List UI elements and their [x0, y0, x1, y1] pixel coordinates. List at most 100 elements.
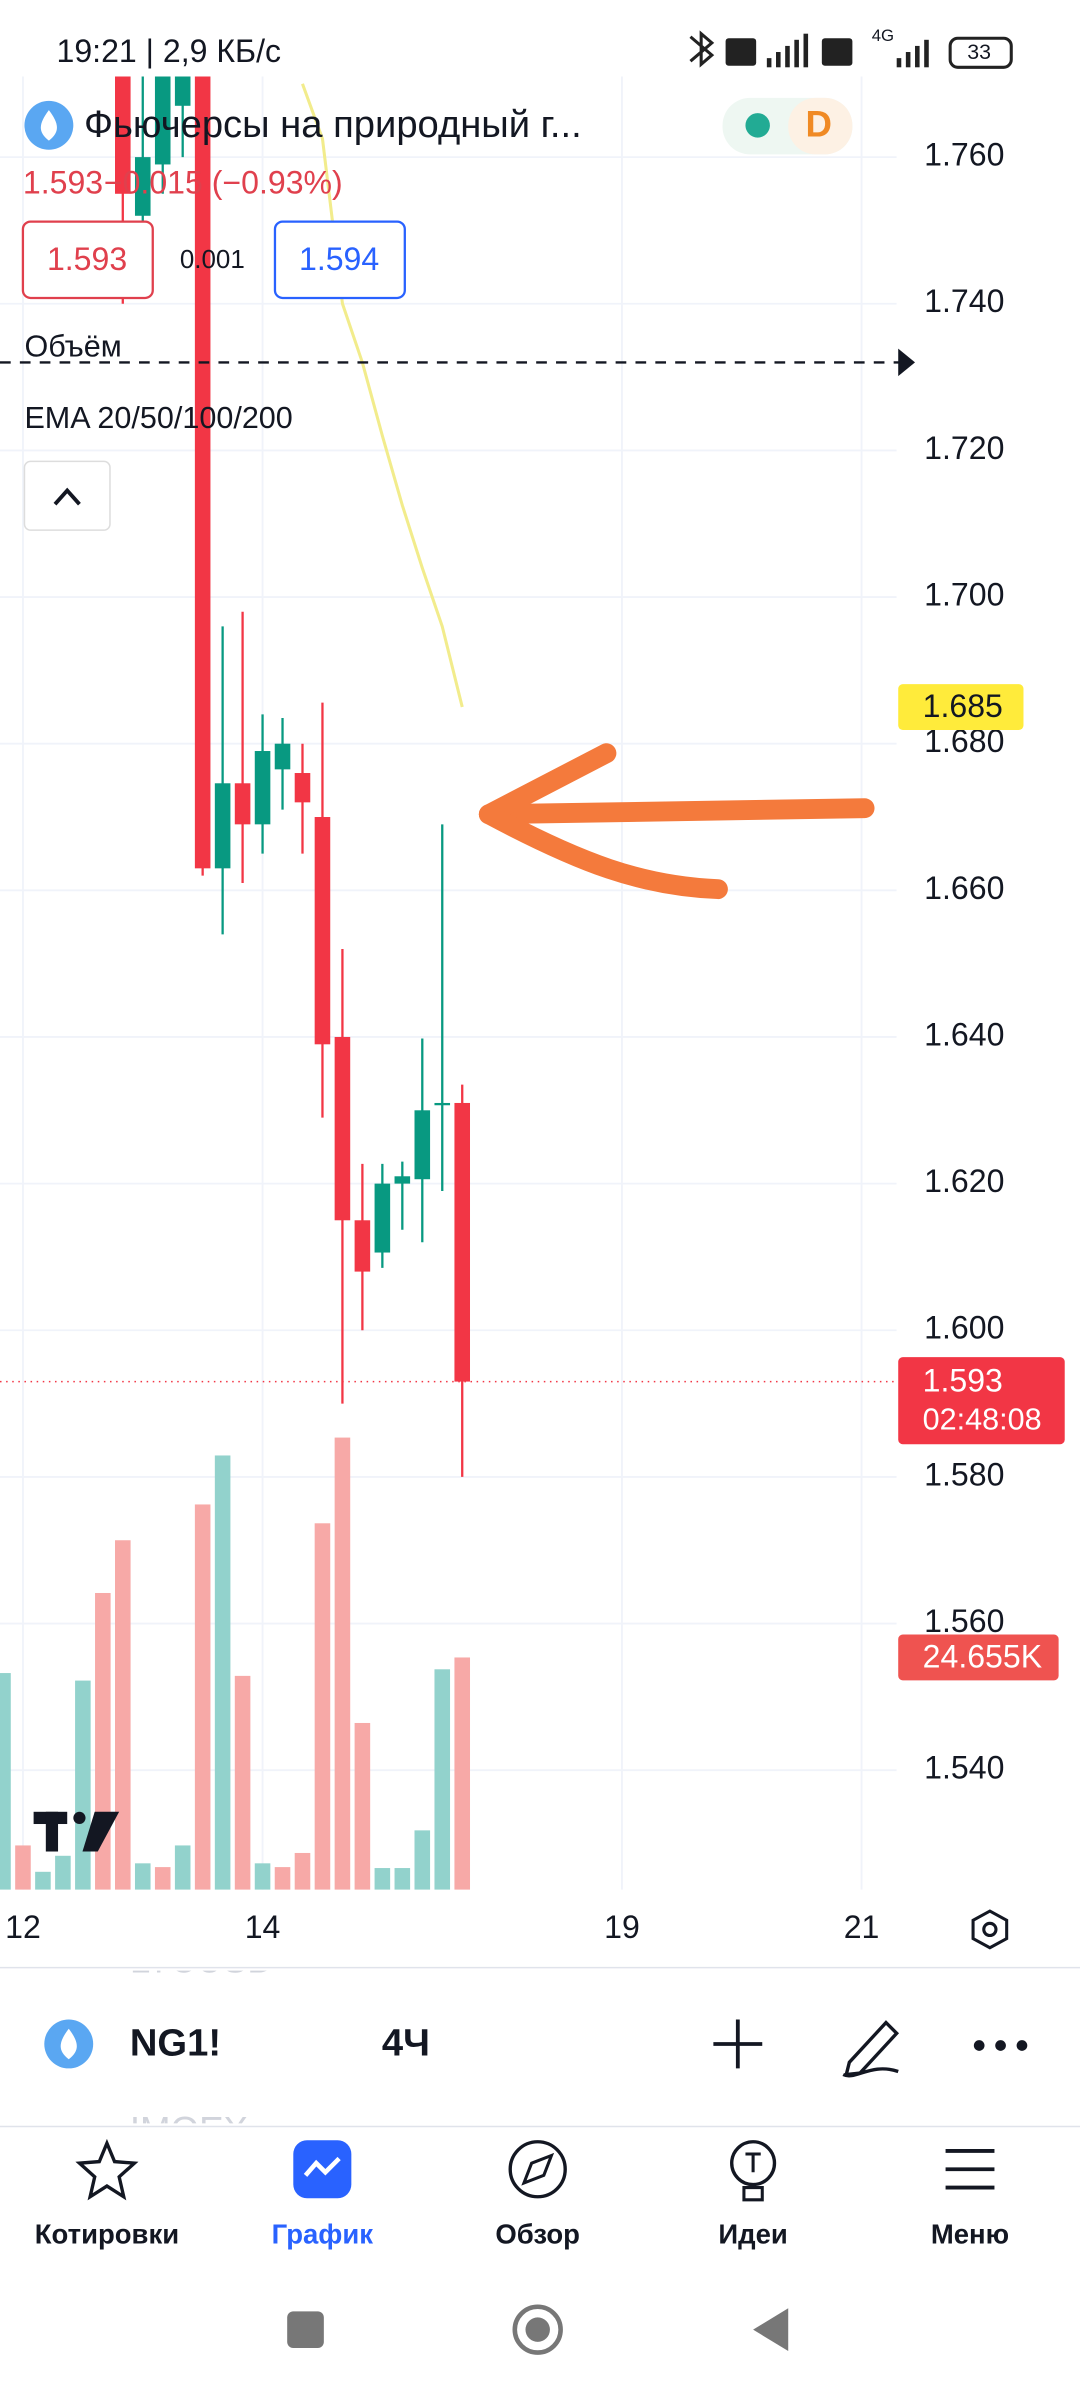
volume-bar	[0, 1673, 11, 1890]
next-symbol: IMOEX	[130, 2109, 248, 2150]
y-tick-label: 1.600	[924, 1310, 1004, 1346]
nav-label[interactable]: Обзор	[495, 2219, 580, 2250]
candle-body	[374, 1183, 391, 1253]
ema-tag-label: 1.685	[923, 688, 1003, 724]
flame	[40, 110, 57, 141]
network-type: 4G	[872, 26, 894, 45]
volume-bar	[75, 1680, 91, 1890]
draw-button[interactable]	[842, 2020, 900, 2078]
ema-legend[interactable]: EMA 20/50/100/200	[24, 401, 292, 435]
settings-dot	[982, 1921, 998, 1938]
nav-icon-menu[interactable]	[945, 2149, 995, 2190]
nav-icon-overview[interactable]	[508, 2140, 567, 2199]
nav-label[interactable]: Идеи	[718, 2219, 787, 2250]
candle-body	[254, 751, 271, 825]
bulb-base	[742, 2152, 764, 2202]
volume-bar	[134, 1863, 151, 1890]
nav-label[interactable]: Котировки	[35, 2219, 179, 2250]
sys-home[interactable]	[512, 2304, 563, 2355]
volume-bar	[55, 1855, 71, 1890]
nav-icon-chart-line	[303, 2156, 341, 2177]
volume-bar	[274, 1867, 291, 1890]
interval-badge: D	[806, 104, 832, 145]
bid: 1.593	[47, 241, 127, 277]
price-tag	[898, 1357, 1065, 1445]
candle-body	[314, 817, 331, 1045]
compass-needle	[521, 2152, 555, 2186]
x-tick-label: 12	[5, 1909, 41, 1945]
y-tick-label: 1.660	[924, 870, 1004, 906]
volume-bar	[254, 1863, 271, 1890]
status-icons	[689, 30, 1013, 69]
toolbar-interval[interactable]: 4Ч	[382, 2022, 430, 2065]
candle-body	[334, 1036, 351, 1221]
market-dot	[745, 113, 770, 138]
candle-body	[454, 1102, 471, 1382]
ray-handle	[898, 348, 916, 377]
candle-body	[294, 773, 311, 803]
sys-home-dot	[525, 2317, 550, 2342]
y-tick-label: 1.720	[924, 430, 1004, 466]
prev-symbol: LTCUSD	[130, 1940, 274, 1981]
volume-bar	[174, 1845, 191, 1890]
candle-body	[154, 76, 171, 165]
x-tick-label: 14	[245, 1909, 281, 1945]
volume-bar	[314, 1523, 331, 1890]
volume-bar	[414, 1830, 431, 1890]
volume-legend[interactable]: Объём	[24, 329, 121, 363]
nav-label[interactable]: Меню	[931, 2219, 1009, 2250]
y-tick-label: 1.740	[924, 283, 1004, 319]
candle-body	[174, 76, 191, 106]
volume-bar	[154, 1867, 171, 1890]
flame	[60, 2028, 77, 2060]
toolbar-ghosts: LTCUSD IMOEX	[130, 1940, 274, 2150]
y-tick-label: 1.580	[924, 1456, 1004, 1492]
nav-icon-ideas[interactable]	[730, 2140, 777, 2187]
nav-label[interactable]: График	[272, 2219, 374, 2250]
sell-button[interactable]	[21, 220, 154, 300]
y-tick-label: 1.640	[924, 1016, 1004, 1052]
countdown-label: 02:48:08	[923, 1402, 1042, 1436]
candle-body	[274, 743, 291, 770]
battery-level: 33	[967, 40, 991, 64]
x-tick-label: 21	[844, 1909, 880, 1945]
candle-body	[194, 76, 211, 869]
y-tick-label: 1.700	[924, 577, 1004, 613]
volume-bar	[214, 1455, 231, 1890]
symbol-title[interactable]: Фьючерсы на природный г...	[84, 103, 582, 146]
toolbar-symbol[interactable]: NG1!	[130, 2022, 221, 2065]
volume-bar	[374, 1868, 391, 1890]
candle-body	[134, 157, 151, 216]
sys-recents[interactable]	[287, 2311, 324, 2348]
volume-bar	[294, 1852, 311, 1890]
buy-button[interactable]	[273, 220, 406, 300]
candle-body	[394, 1176, 411, 1184]
volume-bar	[334, 1437, 351, 1890]
volume-bar	[234, 1675, 251, 1890]
add-button[interactable]	[713, 2019, 763, 2069]
status-time: 19:21 | 2,9 КБ/с	[57, 33, 282, 69]
candle-body	[115, 76, 131, 194]
more-button[interactable]	[973, 2040, 1028, 2051]
volume-bar	[454, 1657, 471, 1890]
y-tick-label: 1.560	[924, 1603, 1004, 1639]
candle-body	[414, 1110, 431, 1180]
drawn-arrow	[478, 743, 875, 900]
settings-icon[interactable]	[971, 1909, 1009, 1950]
candle-body	[354, 1220, 371, 1272]
sys-back[interactable]	[753, 2308, 789, 2352]
nav-icon-quotes[interactable]	[75, 2138, 139, 2201]
candle-body	[234, 783, 251, 825]
collapse-button[interactable]	[23, 460, 111, 531]
ask: 1.594	[299, 241, 379, 277]
plot-area	[0, 76, 897, 1890]
y-tick-label: 1.760	[924, 137, 1004, 173]
header-change: −0.015 (−0.93%)	[104, 164, 343, 200]
volume-bar	[115, 1540, 131, 1890]
ema-tag	[898, 684, 1024, 730]
badge-bg	[788, 97, 853, 155]
y-tick-label: 1.620	[924, 1163, 1004, 1199]
candle-body	[214, 783, 231, 869]
